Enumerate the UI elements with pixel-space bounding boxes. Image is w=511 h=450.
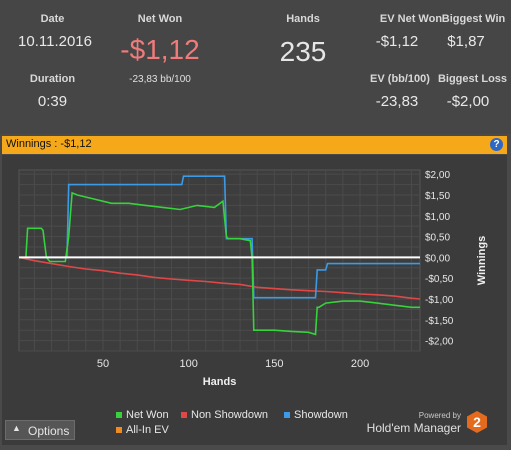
ev-net-won-label: EV Net Won [379,13,443,25]
powered-by: Powered by [418,411,461,420]
help-icon[interactable]: ? [490,138,503,151]
winnings-title: Winnings : -$1,12 [6,138,92,150]
y-tick-label: $0,50 [425,233,450,244]
x-axis-title: Hands [203,376,237,388]
biggest-win-value: $1,87 [447,33,485,50]
legend-label: Non Showdown [191,409,269,421]
brand-name: Hold'em Manager [366,421,461,435]
duration-value: 0:39 [37,93,68,110]
legend-showdown[interactable]: Showdown [284,409,348,421]
winnings-chart: $2,00 $1,50 $1,00 $0,50 $0,00 -$0,50 -$1,00 -$1… [18,169,488,388]
y-tick-label: $0,00 [425,253,450,264]
options-label: Options [28,424,70,438]
x-tick-label: 100 [179,358,197,370]
legend-label: Net Won [126,409,169,421]
date-value: 10.11.2016 [18,33,92,50]
date-label: Date [40,13,65,25]
biggest-win-label: Biggest Win [441,13,506,25]
y-tick-label: -$0,50 [425,274,454,285]
chart-panel: $2,00 $1,50 $1,00 $0,50 $0,00 -$0,50 -$1,00 -$1… [2,155,507,445]
winnings-banner: Winnings : -$1,12 ? [2,136,507,154]
ev-bb-value: -23,83 [375,93,419,110]
x-tick-label: 150 [265,358,283,370]
legend-non-showdown[interactable]: Non Showdown [181,409,268,421]
net-won-swatch [116,412,122,419]
hands-value: 235 [279,36,327,67]
net-won-value: -$1,12 [120,34,200,65]
hands-label: Hands [286,13,320,25]
legend-label: Showdown [294,409,348,421]
ev-bb-label: EV (bb/100) [370,73,430,85]
legend-label: All-In EV [126,424,169,436]
series-line-net-won [19,191,420,336]
options-button[interactable]: ▲ Options [5,420,75,440]
hm2-logo: 2 [467,411,487,433]
net-won-label: Net Won [137,13,183,25]
y-tick-label: $1,50 [425,191,450,202]
x-tick-label: 200 [351,358,369,370]
x-tick-label: 50 [97,358,109,370]
ev-net-won-value: -$1,12 [375,33,419,50]
y-tick-label: -$1,00 [425,295,454,306]
biggest-loss-label: Biggest Loss [437,73,508,85]
y-axis-title: Winnings [476,236,488,285]
y-tick-label: $2,00 [425,170,450,181]
non-showdown-swatch [181,412,187,419]
legend-all-in-ev[interactable]: All-In EV [116,424,169,436]
net-won-bb: -23,83 bb/100 [129,74,191,85]
y-tick-label: -$1,50 [425,316,454,327]
y-tick-label: -$2,00 [425,337,454,348]
all-in-ev-swatch [116,427,122,434]
chevron-up-icon: ▲ [12,423,21,433]
showdown-swatch [284,412,290,419]
series-line-non-showdown [18,256,421,300]
legend-net-won[interactable]: Net Won [116,409,169,421]
brand-block: Powered by Hold'em Manager 2 [366,410,489,440]
stats-panel: Date 10.11.2016 Duration 0:39 Net Won -$… [0,0,511,134]
biggest-loss-value: -$2,00 [446,93,490,110]
duration-label: Duration [29,73,76,85]
y-tick-label: $1,00 [425,212,450,223]
